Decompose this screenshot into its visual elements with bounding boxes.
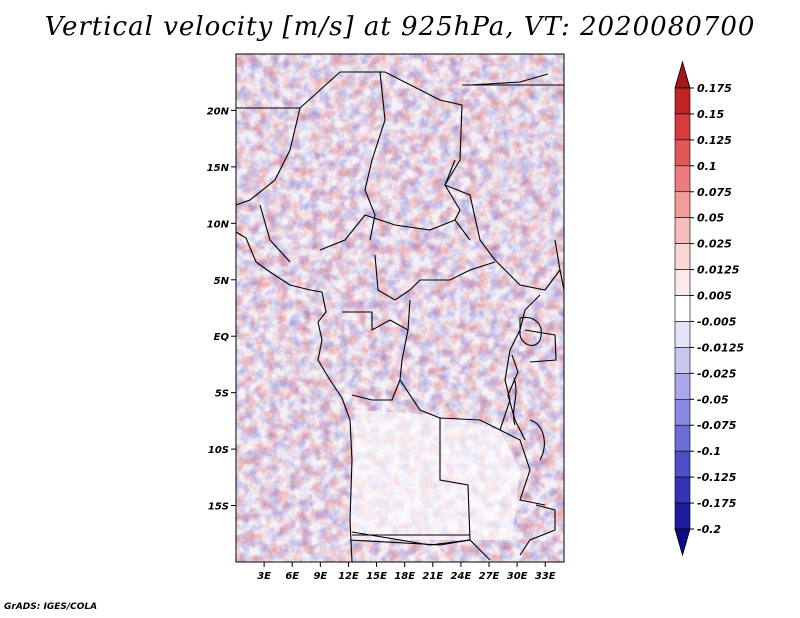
colorbar-band (674, 139, 691, 167)
colorbar-band (674, 217, 691, 244)
colorbar-label: -0.0125 (697, 341, 744, 354)
y-tick-label: 10S (208, 445, 229, 456)
x-tick-label: 30E (507, 571, 528, 582)
colorbar-band (674, 269, 691, 296)
x-axis: 3E 6E 9E 12E 15E 18E 21E 24E 27E 30E 33E (257, 562, 556, 582)
colorbar-label: -0.05 (697, 393, 729, 406)
colorbar-label: -0.025 (697, 367, 737, 380)
colorbar: 0.175 0.15 0.125 0.1 0.075 0.05 0.025 0.0125 0.0… (674, 60, 744, 557)
colorbar-bottom-arrow (674, 528, 691, 557)
colorbar-band (674, 398, 691, 426)
x-tick-label: 15E (366, 571, 387, 582)
y-tick-label: 20N (207, 106, 230, 117)
y-tick-label: 10N (207, 219, 230, 230)
colorbar-band (674, 321, 691, 348)
x-tick-label: 9E (313, 571, 327, 582)
chart-title: Vertical velocity [m/s] at 925hPa, VT: 2… (44, 12, 756, 42)
colorbar-label: 0.15 (697, 108, 724, 121)
colorbar-label: -0.175 (697, 497, 737, 510)
colorbar-label: 0.0125 (697, 264, 740, 277)
x-tick-label: 12E (338, 571, 359, 582)
colorbar-band (674, 347, 691, 374)
vertical-velocity-field (236, 54, 564, 562)
y-tick-label: 5S (215, 389, 229, 400)
colorbar-label: -0.005 (697, 315, 737, 328)
colorbar-label: -0.075 (697, 419, 737, 432)
colorbar-band (674, 502, 691, 530)
colorbar-band (674, 191, 691, 219)
colorbar-label: 0.075 (697, 186, 732, 199)
colorbar-band (674, 87, 691, 115)
x-tick-label: 21E (422, 571, 443, 582)
colorbar-band (674, 424, 691, 452)
colorbar-band (674, 373, 691, 400)
x-tick-label: 24E (451, 571, 472, 582)
x-tick-label: 18E (394, 571, 415, 582)
colorbar-top-arrow (674, 60, 691, 89)
colorbar-label: -0.125 (697, 471, 737, 484)
colorbar-band (674, 243, 691, 270)
y-tick-label: EQ (214, 332, 230, 343)
colorbar-label: 0.025 (697, 238, 732, 251)
y-tick-label: 15S (208, 502, 229, 513)
colorbar-band (674, 165, 691, 193)
y-tick-label: 15N (207, 163, 230, 174)
colorbar-band (674, 450, 691, 478)
y-axis: 20N 15N 10N 5N EQ 5S 10S 15S (207, 106, 236, 513)
footer-credit: GrADS: IGES/COLA (4, 602, 98, 612)
colorbar-band (674, 476, 691, 504)
colorbar-band (674, 295, 691, 322)
colorbar-label: 0.1 (697, 160, 717, 173)
colorbar-label: 0.175 (697, 82, 732, 95)
colorbar-label: 0.05 (697, 212, 724, 225)
country-borders (235, 71, 565, 563)
plot-frame (235, 53, 565, 563)
colorbar-label: -0.1 (697, 445, 721, 458)
colorbar-label: 0.005 (697, 290, 732, 303)
colorbar-label: -0.2 (697, 523, 721, 536)
y-tick-label: 5N (214, 276, 230, 287)
x-tick-label: 33E (535, 571, 556, 582)
x-tick-label: 6E (285, 571, 299, 582)
colorbar-band (674, 113, 691, 141)
x-tick-label: 27E (479, 571, 500, 582)
colorbar-label: 0.125 (697, 134, 732, 147)
x-tick-label: 3E (257, 571, 271, 582)
